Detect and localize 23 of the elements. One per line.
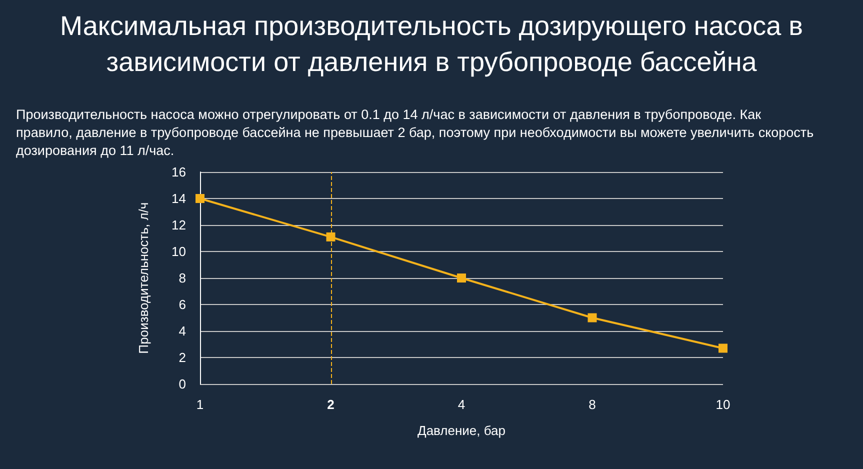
chart-title: Максимальная производительность дозирующего насоса в зависимости от давления в трубопроводе бассейна xyxy=(59,10,804,79)
y-tick-label: 12 xyxy=(172,218,186,232)
y-tick-label: 8 xyxy=(178,270,186,286)
point xyxy=(196,194,204,203)
y-tick-label: 2 xyxy=(178,350,186,365)
point xyxy=(457,274,466,282)
x-tick-label: 8 xyxy=(588,397,596,412)
point xyxy=(326,232,336,242)
y-tick-label: 6 xyxy=(178,297,186,312)
x-tick-label: 1 xyxy=(196,397,204,412)
y-tick-label: 10 xyxy=(172,244,186,259)
y-tick-label: 4 xyxy=(178,324,186,338)
y-tick-label: 0 xyxy=(178,376,186,392)
y-tick-label: 14 xyxy=(172,191,186,206)
x-tick-label: 4 xyxy=(458,397,466,412)
chart-subtitle: Производительность насоса можно отрегулировать от 0.1 до 14 л/час в зависимости от давления в трубопроводе. Как правило, давление в трубопроводе бассейна не превышает 2 бар, поэтому при необходимости вы можете увеличить скорость дозирования до 11 л/час. xyxy=(16,106,815,160)
point xyxy=(718,344,728,353)
y-tick-label: 16 xyxy=(172,164,186,180)
x-tick-label: 2 xyxy=(327,397,334,412)
x-axis-title: Давление, бар xyxy=(418,423,506,438)
y-axis-title: Производительность, л/ч xyxy=(136,202,151,354)
x-tick-label: 10 xyxy=(716,397,730,412)
point xyxy=(588,313,597,322)
